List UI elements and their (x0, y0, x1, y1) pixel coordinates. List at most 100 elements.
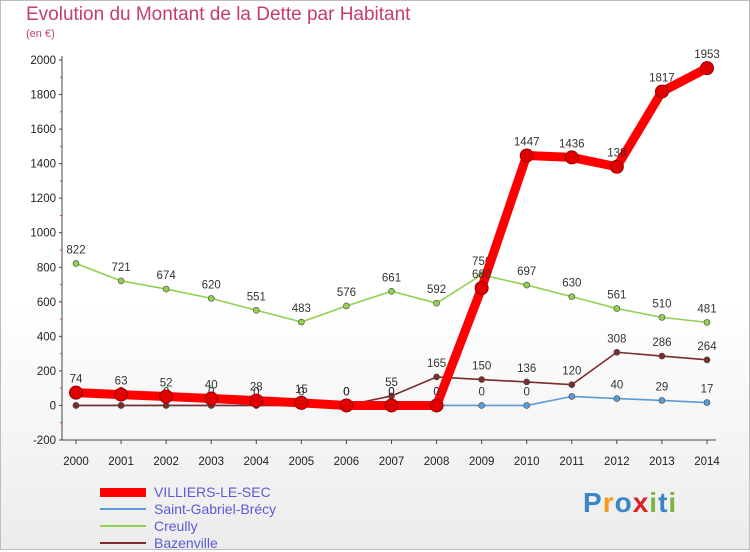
y-tick-label: 200 (37, 366, 56, 378)
data-point (613, 348, 621, 356)
data-point (294, 395, 309, 410)
data-point (568, 293, 576, 300)
data-label: 63 (115, 376, 128, 388)
x-tick-label: 2002 (153, 456, 179, 468)
data-label: 697 (517, 266, 536, 278)
data-label: 620 (202, 279, 221, 291)
data-label: 0 (524, 386, 530, 398)
data-point (117, 402, 125, 409)
data-label: 138 (607, 148, 626, 160)
data-point (658, 314, 666, 321)
data-point (523, 281, 531, 289)
brand-logo: Proxiti (583, 487, 678, 518)
data-point (114, 387, 129, 402)
data-label: 308 (607, 333, 626, 345)
legend: VILLIERS-LE-SEC Saint-Gabriel-Brécy Creu… (100, 484, 360, 552)
data-label: 481 (697, 303, 716, 315)
data-point (658, 352, 666, 360)
data-point (568, 393, 576, 400)
data-point (700, 61, 714, 76)
x-tick-label: 2000 (63, 456, 89, 468)
y-tick-label: 2000 (30, 55, 56, 67)
data-point (658, 397, 666, 404)
x-tick-label: 2003 (198, 456, 224, 468)
data-point (249, 393, 264, 408)
x-tick-label: 2009 (469, 456, 495, 468)
y-tick-label: 1600 (30, 124, 56, 136)
y-tick-label: 600 (37, 297, 56, 309)
y-tick-label: 0 (50, 400, 56, 412)
data-label: 120 (562, 366, 581, 378)
data-label: 0 (388, 386, 394, 398)
x-tick-label: 2005 (289, 456, 315, 468)
data-point (204, 391, 219, 406)
data-point (433, 373, 440, 381)
x-tick-label: 2010 (514, 456, 540, 468)
data-point (703, 319, 711, 326)
data-label: 1817 (649, 73, 675, 85)
data-point (159, 389, 174, 404)
data-point (478, 376, 485, 383)
data-label: 483 (292, 303, 311, 315)
data-label: 1953 (694, 49, 720, 61)
legend-item-saint-gabriel: Saint-Gabriel-Brécy (100, 501, 360, 518)
data-point (568, 381, 576, 389)
data-point (162, 285, 170, 293)
legend-item-creully: Creully (100, 518, 360, 535)
data-label: 680 (472, 269, 491, 281)
data-label: 0 (433, 386, 439, 398)
data-label: 52 (160, 377, 173, 389)
y-tick-label: 800 (37, 262, 56, 274)
data-label: 630 (562, 278, 581, 290)
data-label: 40 (205, 380, 218, 392)
data-point (69, 385, 83, 400)
data-label: 74 (70, 374, 83, 386)
data-label: 561 (607, 290, 626, 302)
y-tick-label: 1200 (30, 193, 56, 205)
legend-label: VILLIERS-LE-SEC (154, 484, 271, 500)
x-tick-label: 2012 (604, 456, 630, 468)
data-label: 0 (343, 386, 349, 398)
legend-swatch (100, 525, 146, 527)
data-label: 0 (343, 386, 349, 398)
data-label: 55 (385, 377, 398, 389)
data-point (207, 295, 215, 302)
data-label: 0 (298, 386, 304, 398)
data-point (523, 402, 531, 409)
x-tick-label: 2014 (694, 456, 720, 468)
data-label: 150 (472, 361, 491, 373)
x-tick-label: 2007 (379, 456, 405, 468)
x-tick-label: 2001 (108, 456, 134, 468)
data-label: 0 (433, 386, 439, 398)
data-label: 0 (253, 386, 259, 398)
data-point (703, 399, 711, 406)
x-tick-label: 2013 (649, 456, 675, 468)
data-point (339, 398, 354, 413)
legend-swatch (100, 488, 146, 497)
data-point (72, 402, 80, 409)
legend-label: Saint-Gabriel-Brécy (154, 501, 277, 517)
data-point (564, 150, 579, 165)
data-point (388, 287, 395, 295)
data-point (474, 281, 489, 295)
data-point (72, 260, 80, 267)
data-label: 136 (517, 363, 536, 375)
data-point (519, 148, 534, 163)
data-point (523, 378, 531, 386)
unit-label: (en €) (26, 28, 55, 40)
data-point (703, 356, 711, 364)
data-label: 592 (427, 284, 446, 296)
data-label: 661 (382, 272, 401, 284)
legend-item-villiers: VILLIERS-LE-SEC (100, 484, 360, 501)
legend-swatch (100, 542, 146, 544)
data-label: 28 (250, 382, 263, 394)
data-label: 0 (343, 386, 349, 398)
data-label: 0 (478, 386, 484, 398)
data-label: 721 (111, 262, 130, 274)
legend-label: Bazenville (154, 535, 218, 551)
y-tick-label: -200 (33, 435, 56, 447)
data-point (384, 398, 399, 413)
data-point (117, 277, 125, 285)
data-label: 674 (157, 270, 177, 282)
